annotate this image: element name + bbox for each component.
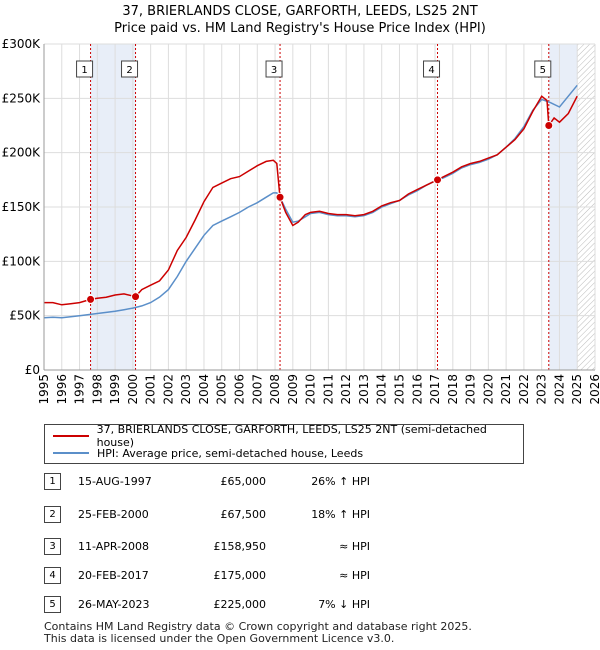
y-tick-label: £0 bbox=[25, 363, 40, 377]
x-tick-label: 2021 bbox=[499, 374, 513, 405]
sale-date: 11-APR-2008 bbox=[78, 540, 150, 553]
sale-label: 3 bbox=[271, 65, 277, 76]
legend: 37, BRIERLANDS CLOSE, GARFORTH, LEEDS, L… bbox=[44, 423, 524, 464]
sale-hpi-comparison: 18% ↑ HPI bbox=[311, 508, 370, 521]
x-tick-label: 2001 bbox=[144, 374, 158, 405]
sale-hpi-comparison: ≈ HPI bbox=[339, 569, 370, 582]
x-tick-label: 2011 bbox=[321, 374, 335, 405]
x-tick-label: 2000 bbox=[126, 374, 140, 405]
chart-title: Price paid vs. HM Land Registry's House … bbox=[114, 21, 486, 36]
x-tick-label: 2020 bbox=[481, 374, 495, 405]
sale-label-box bbox=[76, 60, 94, 78]
legend-label-property: 37, BRIERLANDS CLOSE, GARFORTH, LEEDS, L… bbox=[96, 423, 487, 449]
sale-label: 2 bbox=[126, 65, 132, 76]
y-tick-label: £100K bbox=[2, 254, 42, 268]
x-tick-label: 2010 bbox=[304, 374, 318, 405]
x-tick-label: 2006 bbox=[233, 374, 247, 405]
sale-number: 1 bbox=[44, 473, 61, 490]
sale-number: 5 bbox=[44, 596, 61, 613]
sale-price: £65,000 bbox=[220, 475, 267, 488]
sale-hpi-comparison: ≈ HPI bbox=[339, 540, 370, 553]
x-tick-label: 2017 bbox=[428, 374, 442, 405]
x-tick-label: 1995 bbox=[37, 374, 51, 405]
sale-point bbox=[131, 292, 141, 302]
chart-title-address: 37, BRIERLANDS CLOSE, GARFORTH, LEEDS, L… bbox=[122, 4, 478, 19]
x-tick-label: 2007 bbox=[250, 374, 264, 405]
footer: Contains HM Land Registry data © Crown c… bbox=[44, 621, 472, 645]
x-tick-label: 2005 bbox=[215, 374, 229, 405]
sale-label: 4 bbox=[428, 65, 434, 76]
sale-label-box bbox=[534, 60, 552, 78]
sale-price: £175,000 bbox=[213, 569, 267, 582]
x-tick-label: 2023 bbox=[535, 374, 549, 405]
legend-swatch-property bbox=[53, 435, 89, 437]
legend-item-property: 37, BRIERLANDS CLOSE, GARFORTH, LEEDS, L… bbox=[45, 423, 523, 449]
sale-label-box bbox=[121, 60, 139, 78]
x-tick-label: 2022 bbox=[517, 374, 531, 405]
x-tick-label: 2019 bbox=[464, 374, 478, 405]
x-tick-label: 2024 bbox=[552, 374, 566, 405]
y-tick-label: £300K bbox=[2, 37, 42, 51]
legend-swatch-hpi bbox=[53, 452, 89, 454]
table-row: 4 20-FEB-2017 £175,000 ≈ HPI bbox=[0, 564, 600, 586]
sale-date: 25-FEB-2000 bbox=[78, 508, 149, 521]
sale-point bbox=[544, 121, 554, 130]
x-tick-label: 2014 bbox=[375, 374, 389, 405]
x-tick-label: 1997 bbox=[73, 374, 87, 405]
legend-label-hpi: HPI: Average price, semi-detached house,… bbox=[97, 446, 364, 460]
y-tick-label: £200K bbox=[2, 146, 42, 160]
x-tick-label: 2009 bbox=[286, 374, 300, 405]
sale-date: 26-MAY-2023 bbox=[78, 598, 150, 611]
x-tick-label: 2026 bbox=[588, 374, 600, 405]
sale-date: 20-FEB-2017 bbox=[78, 569, 149, 582]
x-tick-label: 2003 bbox=[179, 374, 193, 405]
x-tick-label: 2008 bbox=[268, 374, 282, 405]
table-row: 2 25-FEB-2000 £67,500 18% ↑ HPI bbox=[0, 503, 600, 525]
table-row: 1 15-AUG-1997 £65,000 26% ↑ HPI bbox=[0, 470, 600, 492]
x-tick-label: 2016 bbox=[410, 374, 424, 405]
sale-number: 4 bbox=[44, 567, 61, 584]
table-row: 5 26-MAY-2023 £225,000 7% ↓ HPI bbox=[0, 593, 600, 615]
sale-label-box bbox=[423, 60, 441, 78]
price-chart: 1 2 3 4 5 £0 £50K £100K £150K £200K £250K £300K 199… bbox=[2, 37, 600, 405]
sale-label: 1 bbox=[81, 65, 87, 76]
property-price-line bbox=[44, 95, 578, 306]
sale-price: £225,000 bbox=[213, 598, 267, 611]
y-tick-label: £250K bbox=[2, 91, 42, 105]
x-tick-label: 1996 bbox=[55, 374, 69, 405]
y-tick-label: £150K bbox=[2, 200, 42, 214]
sale-number: 2 bbox=[44, 506, 61, 523]
sale-point bbox=[275, 192, 285, 202]
table-row: 3 11-APR-2008 £158,950 ≈ HPI bbox=[0, 535, 600, 557]
sale-label: 5 bbox=[540, 65, 546, 76]
sale-label-box bbox=[265, 60, 283, 78]
sale-hpi-comparison: 7% ↓ HPI bbox=[318, 598, 370, 611]
footer-copyright: Contains HM Land Registry data © Crown c… bbox=[44, 620, 472, 633]
x-tick-label: 1998 bbox=[90, 374, 104, 405]
sale-point bbox=[433, 175, 443, 185]
y-tick-label: £50K bbox=[9, 309, 41, 323]
x-tick-label: 1999 bbox=[108, 374, 122, 405]
footer-licence: This data is licensed under the Open Gov… bbox=[44, 632, 395, 645]
x-tick-label: 2012 bbox=[339, 374, 353, 405]
sale-price: £67,500 bbox=[220, 508, 267, 521]
sale-number: 3 bbox=[44, 538, 61, 555]
x-tick-label: 2025 bbox=[570, 374, 584, 405]
x-tick-label: 2004 bbox=[197, 374, 211, 405]
x-tick-label: 2013 bbox=[357, 374, 371, 405]
sale-hpi-comparison: 26% ↑ HPI bbox=[311, 475, 370, 488]
sale-price: £158,950 bbox=[213, 540, 267, 553]
x-tick-label: 2015 bbox=[392, 374, 406, 405]
legend-item-hpi: HPI: Average price, semi-detached house,… bbox=[45, 445, 363, 461]
sale-date: 15-AUG-1997 bbox=[78, 475, 152, 488]
x-tick-label: 2018 bbox=[446, 374, 460, 405]
x-tick-label: 2002 bbox=[161, 374, 175, 405]
sale-point bbox=[86, 294, 96, 304]
